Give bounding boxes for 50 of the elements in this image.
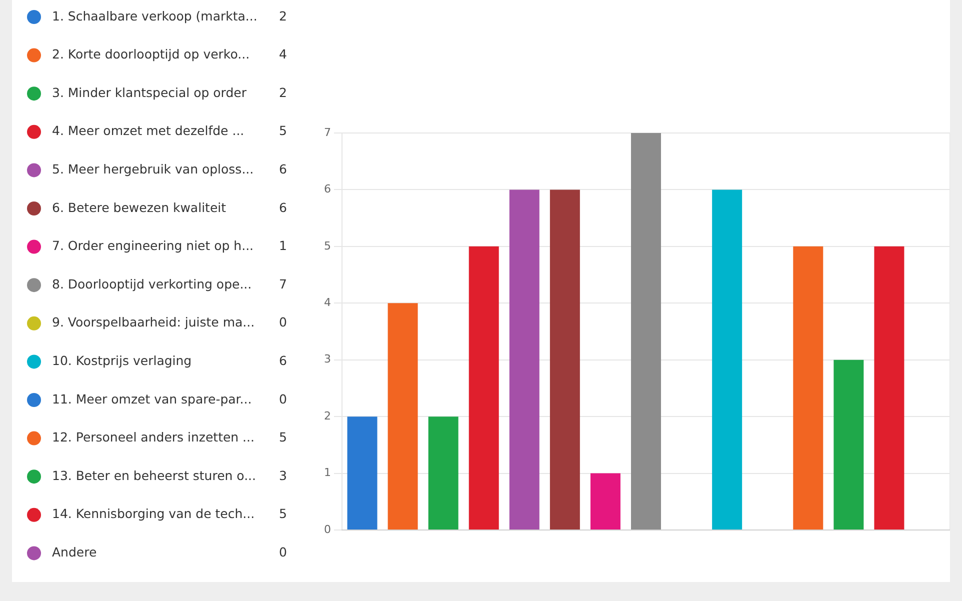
text: 5	[279, 506, 287, 522]
y-tick-label: 0	[324, 522, 331, 536]
text: 2	[279, 8, 287, 24]
text: 1	[279, 238, 287, 254]
text: 0	[279, 314, 287, 330]
bar	[468, 246, 499, 530]
y-tick-label: 4	[324, 296, 331, 309]
text: 6	[279, 200, 287, 215]
text: 7	[279, 276, 287, 292]
legend-label: 2. Korte doorlooptijd op verko...	[52, 46, 250, 62]
legend-label: 7. Order engineering niet op h...	[52, 238, 254, 254]
bar	[631, 133, 661, 530]
text: 3	[279, 468, 287, 483]
text: 6	[279, 161, 287, 176]
y-tick-label: 1	[324, 466, 331, 480]
y-tick-label: 2	[324, 409, 331, 422]
bar	[428, 416, 458, 530]
y-tick-label: 5	[324, 239, 331, 252]
legend-label: 14. Kennisborging van de tech...	[52, 506, 255, 522]
legend-label: 12. Personeel anders inzetten ...	[52, 430, 254, 445]
bar	[874, 246, 904, 530]
text: 0	[279, 391, 287, 406]
text: 5	[279, 430, 287, 445]
text: 4	[279, 46, 287, 62]
y-tick-label: 3	[324, 352, 331, 366]
legend-label: 9. Voorspelbaarheid: juiste ma...	[52, 314, 255, 330]
bar	[347, 416, 378, 530]
bar	[509, 190, 540, 530]
bar	[590, 473, 620, 530]
legend-label: Andere	[52, 544, 97, 560]
y-tick-label: 7	[324, 126, 331, 139]
text: 5	[279, 123, 287, 138]
y-tick-label: 6	[324, 182, 331, 196]
legend-label: 4. Meer omzet met dezelfde ...	[52, 123, 244, 138]
legend-label: 6. Betere bewezen kwaliteit	[52, 200, 226, 215]
legend-label: 5. Meer hergebruik van oploss...	[52, 161, 254, 176]
bar	[793, 246, 824, 530]
legend-label: 13. Beter en beheerst sturen o...	[52, 468, 256, 483]
bar	[388, 303, 418, 530]
legend-label: 11. Meer omzet van spare-par...	[52, 391, 252, 406]
legend-label: 8. Doorlooptijd verkorting ope...	[52, 276, 252, 292]
bar	[712, 190, 742, 530]
legend-label: 1. Schaalbare verkoop (markta...	[52, 8, 258, 24]
text: 6	[279, 352, 287, 368]
bar	[834, 360, 864, 530]
text: 0	[279, 544, 287, 560]
legend-label: 3. Minder klantspecial op order	[52, 84, 248, 100]
text: 2	[279, 84, 287, 100]
bar	[550, 190, 580, 530]
legend-label: 10. Kostprijs verlaging	[52, 352, 192, 368]
